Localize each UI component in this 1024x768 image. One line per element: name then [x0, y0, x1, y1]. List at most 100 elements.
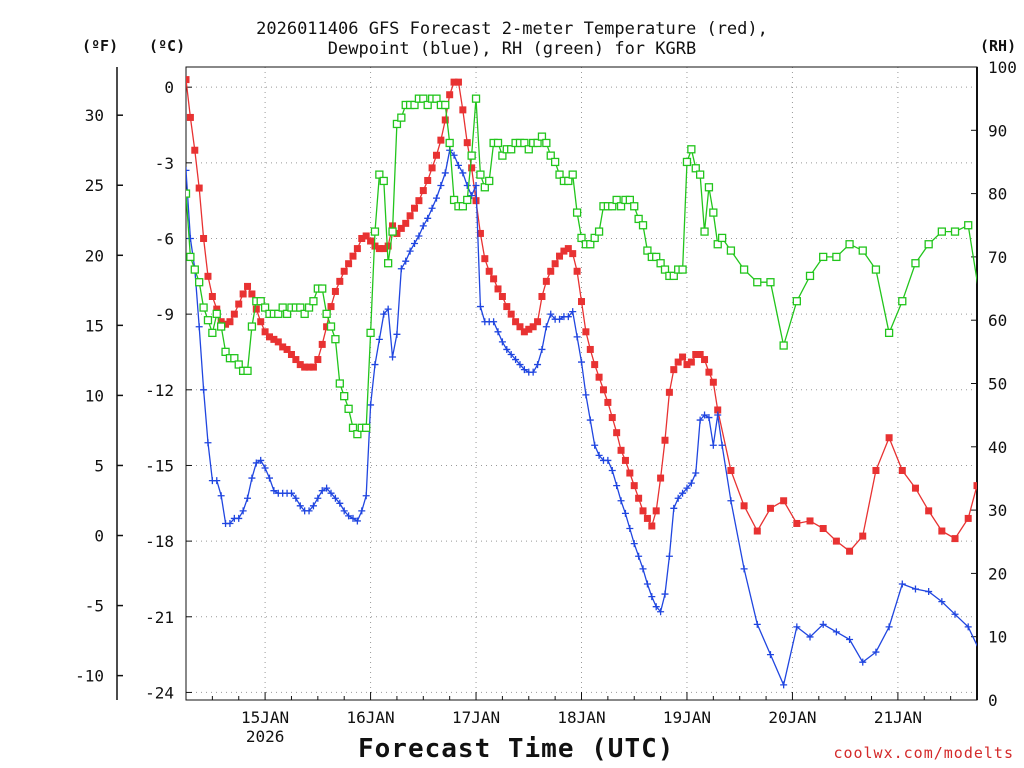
- temperature-point: [437, 136, 445, 144]
- dewpoint-point: [925, 588, 933, 596]
- dewpoint-point: [235, 514, 243, 522]
- rh-point: [190, 265, 199, 274]
- fahrenheit-tick-label: -10: [75, 667, 104, 686]
- rh-point: [542, 138, 551, 148]
- rh-point: [638, 221, 648, 230]
- rh-point: [471, 94, 481, 103]
- dewpoint-point: [476, 303, 484, 311]
- temperature-point: [450, 78, 458, 86]
- dewpoint-point: [872, 648, 880, 656]
- rh-point: [739, 265, 749, 274]
- dewpoint-point: [793, 623, 801, 631]
- rh-point: [463, 195, 472, 205]
- dewpoint-point: [542, 323, 550, 331]
- dewpoint-point: [512, 356, 520, 364]
- temperature-point: [476, 229, 484, 237]
- dewpoint-point: [718, 441, 726, 449]
- rh-point: [195, 278, 204, 287]
- rh-point: [309, 297, 318, 306]
- rh-point: [871, 265, 881, 274]
- temperature-point: [314, 356, 322, 364]
- temperature-point: [261, 328, 269, 336]
- temperature-point: [551, 260, 559, 268]
- dewpoint-point: [643, 580, 651, 588]
- rh-point: [423, 100, 432, 110]
- rh-point: [318, 284, 327, 293]
- rh-point: [845, 240, 854, 249]
- dewpoint-point: [709, 441, 717, 449]
- temperature-point: [296, 361, 304, 369]
- x-tick-label: 18JAN: [557, 708, 605, 727]
- rh-point: [432, 94, 441, 103]
- rh-point: [669, 271, 678, 281]
- temperature-point: [832, 537, 840, 545]
- temperature-point: [578, 298, 585, 306]
- rh-point: [805, 271, 815, 281]
- dewpoint-point: [419, 222, 427, 230]
- dewpoint-point: [287, 489, 295, 497]
- temperature-point: [380, 245, 388, 253]
- temperature-point: [305, 363, 313, 371]
- temperature-point: [872, 467, 880, 475]
- rh-point: [594, 227, 604, 236]
- dewpoint-point: [661, 590, 669, 598]
- temperature-point: [349, 252, 357, 260]
- dewpoint-point: [200, 386, 208, 394]
- dewpoint-point: [604, 456, 612, 464]
- temperature-point: [595, 373, 603, 381]
- temperature-point: [415, 197, 423, 205]
- rh-point: [392, 119, 402, 129]
- rh-point: [608, 202, 617, 211]
- rh-point: [978, 304, 985, 311]
- temperature-point: [626, 469, 634, 477]
- temperature-point: [239, 290, 247, 298]
- dewpoint-point: [683, 484, 691, 492]
- rh-point: [753, 278, 762, 287]
- dewpoint-point: [257, 456, 265, 464]
- rh-point: [480, 183, 489, 192]
- rh-point: [950, 227, 960, 236]
- dewpoint-point: [490, 318, 498, 326]
- rh-point: [278, 303, 287, 312]
- rh-point: [687, 145, 696, 154]
- temperature-point: [292, 356, 300, 364]
- rh-tick-label: 30: [988, 501, 1007, 520]
- temperature-point: [701, 356, 709, 364]
- rh-point: [550, 157, 560, 167]
- dewpoint-point: [309, 502, 317, 510]
- temperature-point: [323, 323, 331, 331]
- temperature-point: [819, 525, 827, 533]
- temperature-point: [432, 151, 440, 159]
- temperature-point: [621, 456, 629, 464]
- temperature-point: [679, 353, 687, 361]
- fahrenheit-unit-label: (ºF): [82, 37, 119, 55]
- rh-point: [340, 392, 349, 401]
- rh-point: [230, 354, 239, 363]
- dewpoint-point: [705, 414, 713, 422]
- rh-point: [924, 240, 933, 249]
- rh-point: [630, 202, 639, 211]
- rh-point: [564, 176, 573, 186]
- rh-point: [344, 404, 353, 413]
- dewpoint-point: [195, 323, 203, 331]
- temperature-point: [885, 434, 893, 442]
- temperature-point: [424, 176, 432, 184]
- temperature-point: [402, 219, 410, 227]
- rh-point: [682, 157, 692, 167]
- dewpoint-point: [380, 310, 388, 318]
- dewpoint-point: [265, 474, 273, 482]
- dewpoint-point: [674, 494, 682, 502]
- temperature-point: [859, 532, 867, 540]
- dewpoint-point: [384, 305, 392, 313]
- series-group: [186, 76, 985, 689]
- dewpoint-point: [626, 525, 634, 533]
- temperature-point: [569, 250, 577, 258]
- rh-point: [696, 170, 705, 179]
- fahrenheit-tick-label: 25: [85, 176, 104, 195]
- dewpoint-point: [270, 487, 278, 495]
- rh-point: [520, 138, 529, 148]
- dewpoint-point: [336, 499, 344, 507]
- celsius-tick-label: -9: [155, 305, 174, 324]
- dewpoint-point: [393, 330, 401, 338]
- rh-point: [533, 138, 542, 148]
